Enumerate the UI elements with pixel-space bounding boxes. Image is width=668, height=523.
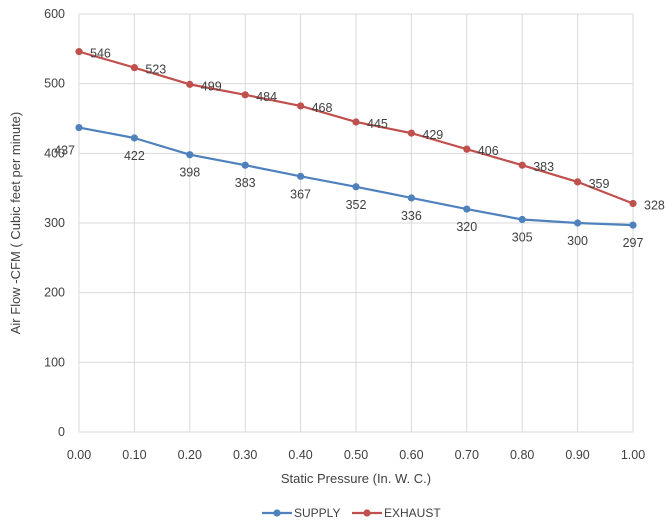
- data-label: 546: [90, 47, 111, 61]
- data-label: 398: [179, 166, 200, 180]
- x-tick-label: 0.40: [288, 448, 312, 462]
- data-point: [629, 221, 637, 229]
- legend-label: SUPPLY: [294, 506, 340, 520]
- x-tick-label: 0.30: [233, 448, 257, 462]
- x-tick-label: 0.80: [510, 448, 534, 462]
- series-supply: [75, 123, 637, 229]
- data-label: 437: [54, 144, 75, 158]
- data-point: [75, 123, 83, 132]
- data-label: 328: [644, 198, 665, 212]
- data-point: [352, 118, 360, 126]
- data-label: 484: [256, 90, 277, 104]
- data-label: 336: [401, 209, 422, 223]
- legend-marker: [363, 509, 371, 517]
- data-label: 320: [456, 220, 477, 234]
- y-axis-title: Air Flow -CFM ( Cubic feet per minute): [8, 112, 23, 335]
- series-exhaust: [75, 48, 637, 208]
- x-axis-tick-labels: 0.00 0.10 0.20 0.30 0.40 0.50 0.60 0.70 0.80 0.90…: [67, 448, 645, 462]
- data-label: 499: [201, 79, 222, 93]
- y-axis-tick-labels: 0 100 200 300 400 500 600: [44, 7, 65, 439]
- y-tick-label: 300: [44, 216, 65, 230]
- data-point: [130, 64, 138, 72]
- data-label: 305: [512, 231, 533, 245]
- data-label: 406: [478, 144, 499, 158]
- data-point: [241, 91, 249, 99]
- x-tick-label: 0.00: [67, 448, 91, 462]
- x-tick-label: 0.10: [122, 448, 146, 462]
- y-tick-label: 600: [44, 7, 65, 21]
- x-tick-label: 1.00: [621, 448, 645, 462]
- data-label: 422: [124, 149, 145, 163]
- x-tick-label: 0.90: [565, 448, 589, 462]
- data-point: [352, 183, 360, 191]
- data-label: 352: [346, 198, 367, 212]
- data-label: 383: [533, 160, 554, 174]
- legend-marker: [273, 509, 281, 517]
- data-point: [130, 134, 138, 142]
- data-label: 383: [235, 176, 256, 190]
- data-point: [186, 151, 194, 159]
- y-tick-label: 500: [44, 77, 65, 91]
- data-label: 523: [145, 63, 166, 77]
- data-point: [629, 199, 637, 208]
- data-point: [297, 172, 305, 180]
- legend-item-supply: SUPPLY: [262, 506, 340, 520]
- series-lines: [75, 48, 637, 229]
- data-label: 429: [422, 128, 443, 142]
- y-tick-label: 100: [44, 355, 65, 369]
- data-labels: 437 422 398 383 367 352 336 320 305 300 297 546 523 4…: [54, 47, 665, 250]
- y-tick-label: 400: [44, 146, 65, 160]
- data-label: 367: [290, 187, 311, 201]
- data-label: 297: [623, 236, 644, 250]
- legend-item-exhaust: EXHAUST: [352, 506, 441, 520]
- legend-label: EXHAUST: [384, 506, 441, 520]
- data-point: [518, 161, 526, 169]
- data-point: [407, 129, 415, 137]
- data-label: 359: [589, 177, 610, 191]
- data-point: [75, 48, 83, 56]
- data-label: 445: [367, 117, 388, 131]
- y-tick-label: 0: [58, 425, 65, 439]
- legend: SUPPLY EXHAUST: [262, 506, 441, 520]
- x-tick-label: 0.50: [344, 448, 368, 462]
- data-point: [574, 178, 582, 186]
- data-point: [297, 102, 305, 110]
- data-point: [574, 219, 582, 227]
- data-point: [186, 80, 194, 88]
- x-tick-label: 0.20: [178, 448, 202, 462]
- data-point: [518, 215, 526, 224]
- data-point: [241, 161, 249, 169]
- data-label: 300: [567, 234, 588, 248]
- x-tick-label: 0.70: [455, 448, 479, 462]
- data-point: [407, 194, 415, 202]
- y-tick-label: 200: [44, 286, 65, 300]
- x-axis-title: Static Pressure (In. W. C.): [281, 471, 431, 486]
- data-label: 468: [312, 101, 333, 115]
- data-point: [463, 145, 471, 153]
- x-tick-label: 0.60: [399, 448, 423, 462]
- data-point: [463, 205, 471, 213]
